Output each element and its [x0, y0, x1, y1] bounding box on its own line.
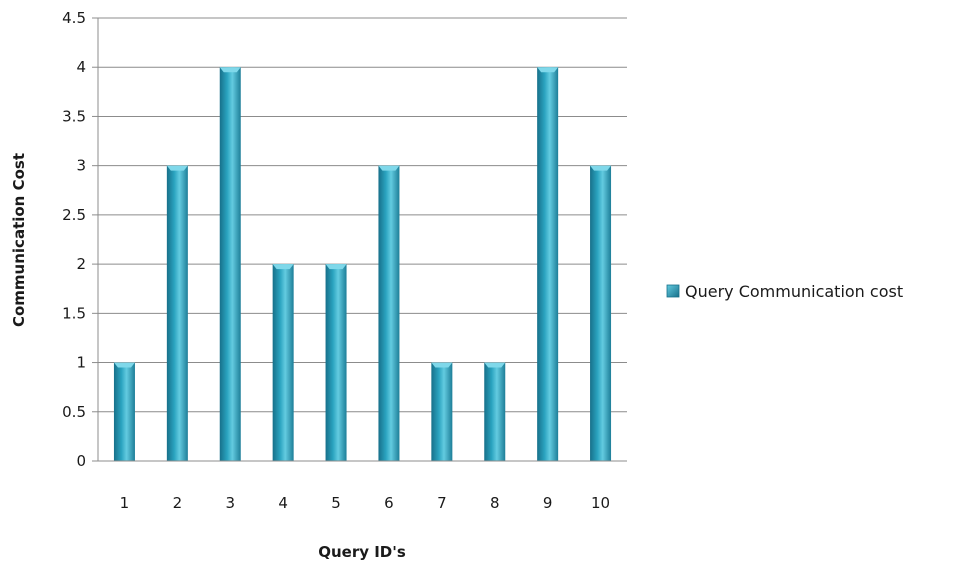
- y-axis-ticks: 0 0.5 1 1.5 2 2.5 3 3.5 4 4.5: [62, 9, 98, 470]
- x-tick-label: 4: [278, 494, 288, 512]
- bar-cap: [219, 67, 241, 73]
- y-tick-label: 4: [76, 58, 86, 76]
- y-tick-label: 1.5: [62, 304, 86, 322]
- bar-cap: [484, 362, 506, 368]
- bar-cap: [590, 165, 612, 171]
- bar-cap: [325, 264, 347, 270]
- legend: Query Communication cost: [666, 282, 903, 301]
- bar-cap: [166, 165, 188, 171]
- y-tick-label: 2: [76, 255, 86, 273]
- legend-label: Query Communication cost: [685, 282, 903, 301]
- y-tick-label: 0: [76, 452, 86, 470]
- bar: [272, 264, 294, 461]
- bar-cap: [431, 362, 453, 368]
- legend-swatch: [666, 284, 680, 298]
- x-tick-label: 3: [225, 494, 235, 512]
- x-tick-label: 8: [490, 494, 500, 512]
- y-tick-label: 3: [76, 157, 86, 175]
- x-tick-label: 5: [331, 494, 341, 512]
- bar-cap: [378, 165, 400, 171]
- x-tick-label: 6: [384, 494, 394, 512]
- x-tick-label: 9: [543, 494, 553, 512]
- y-tick-label: 1: [76, 354, 86, 372]
- y-axis-title: Communication Cost: [10, 153, 28, 327]
- x-tick-label: 7: [437, 494, 447, 512]
- bar-cap: [537, 67, 559, 73]
- bar-cap: [272, 264, 294, 270]
- bar: [113, 362, 135, 461]
- bar: [325, 264, 347, 461]
- x-tick-label: 1: [120, 494, 130, 512]
- bar: [166, 165, 188, 461]
- bar-cap: [113, 362, 135, 368]
- y-tick-label: 0.5: [62, 403, 86, 421]
- bar: [537, 67, 559, 461]
- x-tick-label: 10: [591, 494, 610, 512]
- bars: [113, 67, 612, 461]
- y-tick-label: 2.5: [62, 206, 86, 224]
- x-axis-ticks: 1 2 3 4 5 6 7 8 9 10: [120, 494, 610, 512]
- bar: [484, 362, 506, 461]
- bar: [219, 67, 241, 461]
- bar: [590, 165, 612, 461]
- x-axis-title: Query ID's: [318, 543, 406, 561]
- y-tick-label: 3.5: [62, 107, 86, 125]
- bar: [431, 362, 453, 461]
- x-tick-label: 2: [173, 494, 183, 512]
- bar: [378, 165, 400, 461]
- y-tick-label: 4.5: [62, 9, 86, 27]
